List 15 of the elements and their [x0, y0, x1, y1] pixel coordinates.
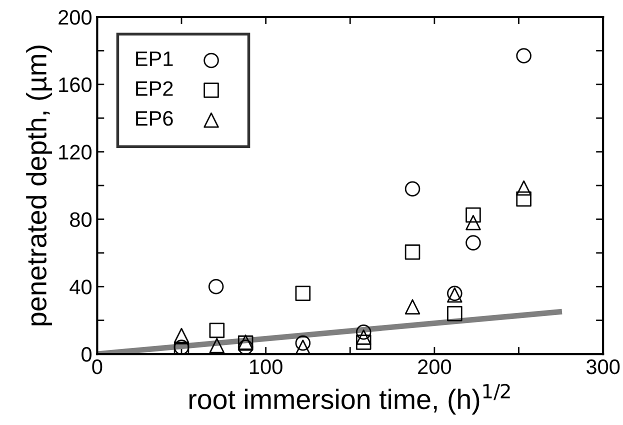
y-tick-label: 160	[59, 77, 92, 92]
x-tick-label: 200	[418, 359, 452, 374]
x-tick-label: 300	[586, 359, 620, 374]
y-tick-label: 120	[59, 144, 92, 160]
y-tick-label: 80	[70, 212, 92, 227]
y-tick-label: 0	[82, 347, 92, 362]
legend-label: EP1	[136, 52, 173, 66]
x-tick-label: 0	[92, 359, 102, 374]
legend-label: EP6	[136, 111, 173, 126]
x-tick-label: 100	[250, 359, 282, 374]
y-tick-label: 40	[70, 280, 92, 294]
x-axis-title: root immersion time, (h)$^{1/2}$	[189, 384, 510, 415]
legend-label: EP2	[136, 81, 173, 96]
y-tick-label: 200	[58, 10, 92, 25]
y-axis-title: penetrated depth, (µm)	[26, 46, 52, 326]
